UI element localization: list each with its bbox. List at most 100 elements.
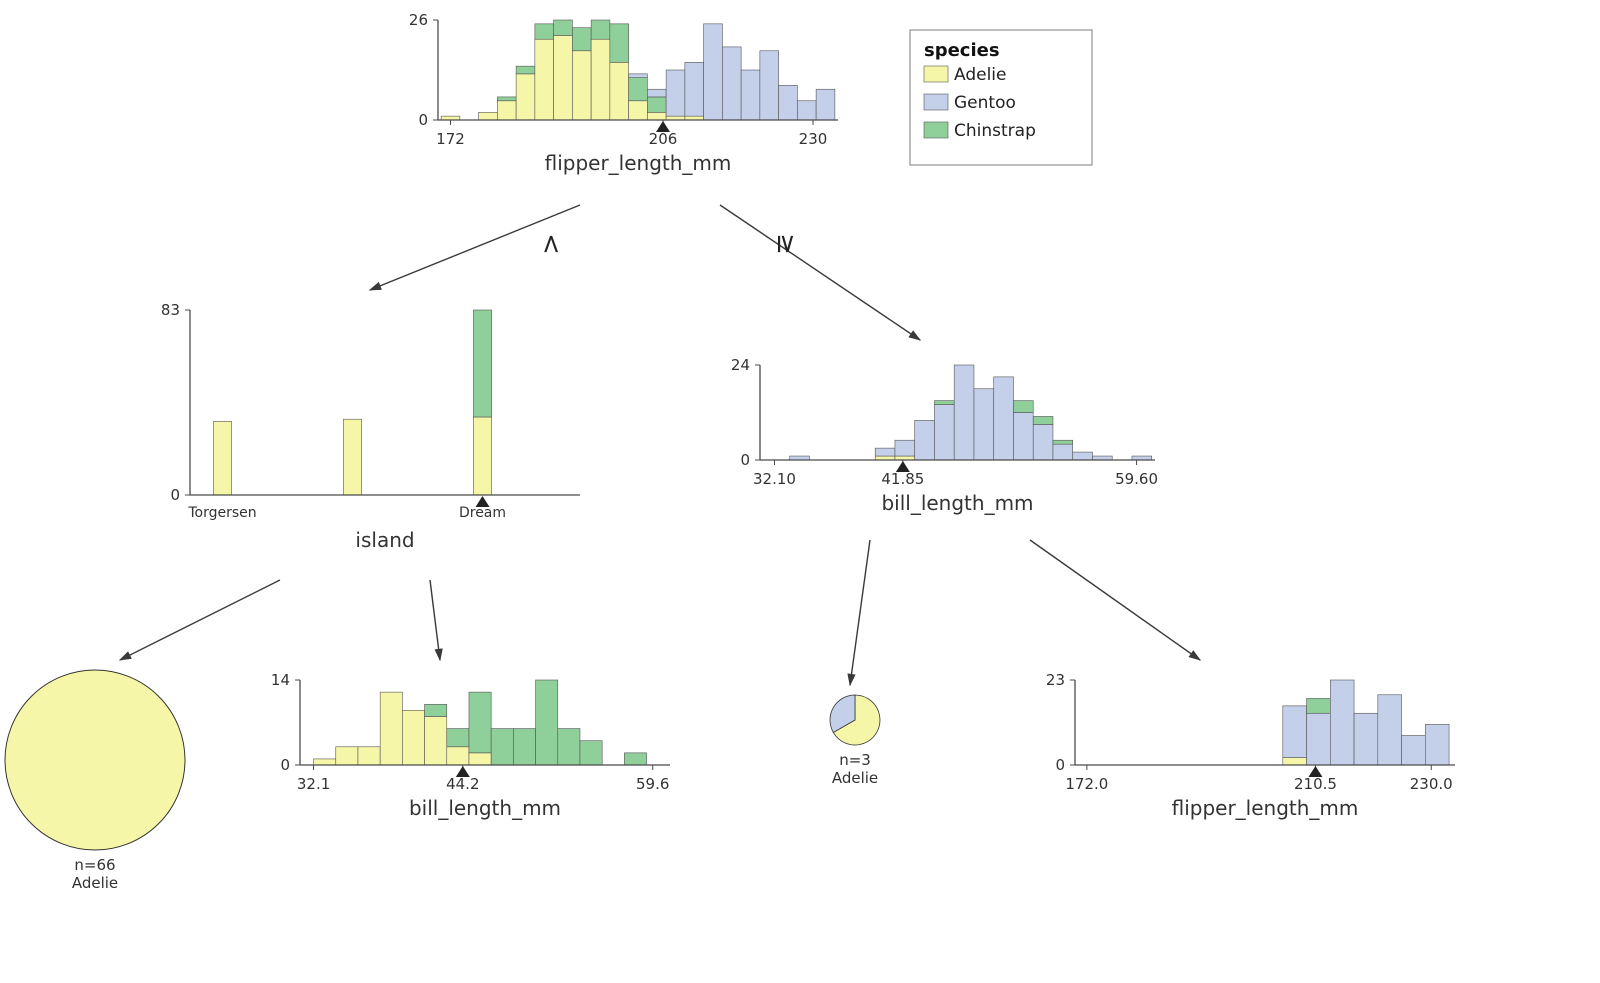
xtick-label: 32.1 [297,775,330,793]
ytick-label: 0 [418,111,428,129]
ytick-label: 14 [271,671,290,689]
hist-bar [314,759,336,765]
hist-bar [425,716,447,765]
ytick-label: 24 [731,356,750,374]
hist-bar [591,39,610,120]
hist-bar [704,24,723,120]
hist-bar [1354,713,1378,765]
ytick-label: 26 [409,11,428,29]
hist-bar [610,24,629,62]
legend-label: Chinstrap [954,121,1036,141]
hist-bar [816,89,835,120]
xtick-label: 59.60 [1115,470,1158,488]
op-gte: ≥ [771,233,801,255]
xtick-label: 172 [436,130,465,148]
hist-bar [591,20,610,39]
hist-bar [624,753,646,765]
pie-class: Adelie [72,874,118,892]
op-less-than: < [536,233,566,255]
hist-bar [954,365,974,460]
hist-bar [934,401,954,405]
hist-bar [797,101,816,120]
axis-label: flipper_length_mm [1172,796,1359,820]
pie-slice [5,670,185,850]
axis-label: island [355,528,414,552]
pie-count: n=3 [839,751,871,769]
hist-bar [402,710,424,765]
hist-bar [741,70,760,120]
island-bar [213,421,231,495]
hist-bar [666,70,685,116]
xtick-label: 230 [799,130,828,148]
hist-bar [572,28,591,51]
hist-bar [974,389,994,460]
hist-bar [447,747,469,765]
legend-label: Adelie [954,65,1007,85]
hist-bar [1013,413,1033,461]
hist-bar [425,704,447,716]
legend-swatch [924,66,948,82]
hist-bar [513,729,535,765]
axis-label: bill_length_mm [881,491,1033,515]
hist-bar [994,377,1014,460]
hist-bar [1402,735,1426,765]
hist-bar [358,747,380,765]
hist-bar [469,753,491,765]
legend-label: Gentoo [954,93,1016,113]
svg-text:0: 0 [170,486,180,504]
legend-swatch [924,94,948,110]
hist-bar [580,741,602,765]
decision-tree-figure: 026172206230flipper_length_mm083Torgerse… [0,0,1600,983]
hist-bar [1378,695,1402,765]
hist-bar [380,692,402,765]
hist-bar [875,448,895,456]
hist-bar [685,62,704,116]
xtick-label: 210.5 [1294,775,1337,793]
xtick-label: 44.2 [446,775,479,793]
hist-bar [491,729,513,765]
hist-bar [536,680,558,765]
legend-swatch [924,122,948,138]
hist-bar [1053,440,1073,444]
ytick-label: 0 [280,756,290,774]
hist-bar [629,101,648,120]
hist-bar [895,440,915,456]
hist-bar [516,66,535,74]
hist-bar [779,85,798,120]
hist-bar [558,729,580,765]
hist-bar [629,78,648,101]
axis-label: bill_length_mm [409,796,561,820]
ytick-label: 23 [1046,671,1065,689]
hist-bar [1307,713,1331,765]
hist-bar [1033,424,1053,460]
xtick-label: 59.6 [636,775,669,793]
xtick-label: 41.85 [881,470,924,488]
legend: speciesAdelieGentooChinstrap [910,30,1092,165]
pie-count: n=66 [74,856,115,874]
ytick-label: 0 [740,451,750,469]
hist-bar [535,24,554,39]
hist-bar [447,729,469,747]
ytick-label: 0 [1055,756,1065,774]
svg-text:Torgersen: Torgersen [187,505,256,521]
axis-label: flipper_length_mm [545,151,732,175]
island-bar [473,310,491,417]
hist-bar [647,97,666,112]
hist-bar [610,62,629,120]
hist-bar [479,112,498,120]
pie-class: Adelie [832,769,878,787]
hist-bar [516,74,535,120]
hist-bar [760,51,779,120]
xtick-label: 206 [649,130,678,148]
hist-bar [554,35,573,120]
hist-bar [1073,452,1093,460]
hist-bar [629,74,648,78]
hist-bar [1330,680,1354,765]
hist-bar [1013,401,1033,413]
hist-bar [647,112,666,120]
island-bar [473,417,491,495]
hist-bar [647,89,666,97]
hist-bar [497,97,516,101]
hist-bar [915,420,935,460]
hist-bar [1283,758,1307,765]
